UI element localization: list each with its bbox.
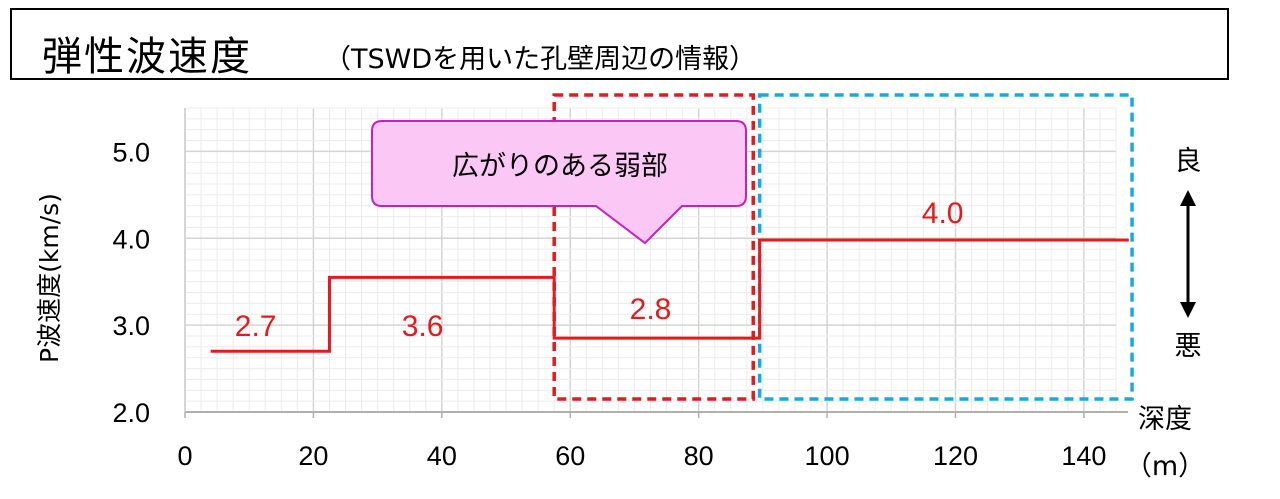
x-axis-label: 深度 [1138,404,1192,435]
x-tick-label: 0 [177,441,192,471]
x-tick-label: 20 [298,441,328,471]
y-axis-label: P波速度(km/s) [35,193,64,363]
x-tick-label: 140 [1061,441,1106,471]
series [210,238,1129,353]
data-label: 2.8 [630,293,672,326]
chart-title: 弾性波速度 [42,34,252,80]
arrow-up-icon [1180,190,1196,206]
x-axis-unit: （m） [1125,451,1205,482]
title-box: 弾性波速度 （TSWDを用いた孔壁周辺の情報） [10,8,1229,80]
data-label: 3.6 [402,310,444,343]
data-label: 4.0 [922,197,964,230]
chart-subtitle: （TSWDを用いた孔壁周辺の情報） [324,44,757,75]
x-tick-label: 100 [805,441,850,471]
axes: 0 20 40 60 80 100 120 140 2.0 3.0 4.0 5.0 [112,108,1128,471]
y-tick-label: 2.0 [112,398,150,428]
good-label: 良 [1175,146,1202,177]
x-tick-label: 80 [684,441,714,471]
quality-indicator: 良 悪 [1175,146,1202,362]
x-tick-label: 60 [555,441,585,471]
data-label: 2.7 [235,310,277,343]
x-tick-label: 40 [427,441,457,471]
callout: 広がりのある弱部 [371,120,747,245]
callout-bubble [371,120,747,245]
bad-label: 悪 [1175,331,1202,362]
y-tick-label: 3.0 [112,311,150,341]
y-tick-label: 4.0 [112,224,150,254]
series-line [210,238,1129,353]
arrow-down-icon [1180,302,1196,318]
y-tick-label: 5.0 [112,137,150,167]
data-labels: 2.7 3.6 2.8 4.0 [235,197,964,343]
x-tick-label: 120 [933,441,978,471]
callout-text: 広がりのある弱部 [452,151,668,182]
weak-zone-box [552,93,755,401]
